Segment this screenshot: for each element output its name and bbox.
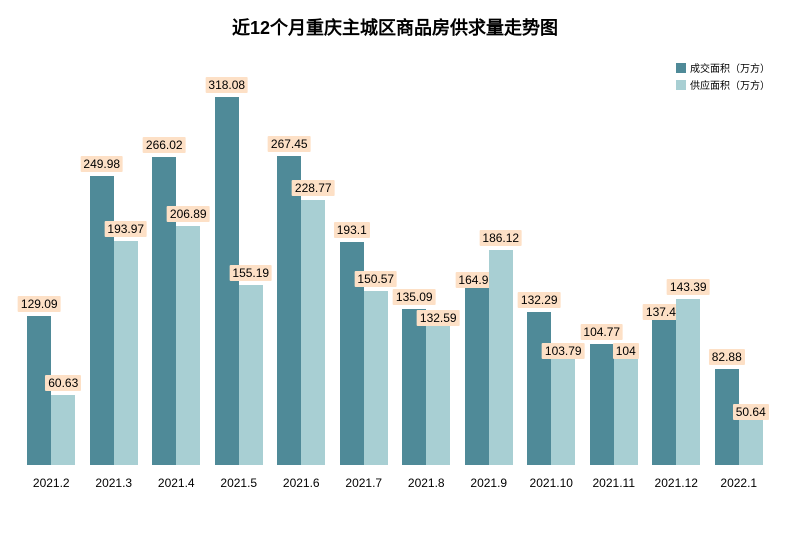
x-axis-label-5: 2021.7 (345, 476, 382, 490)
bar-series0-4 (277, 156, 301, 465)
x-axis-label-10: 2021.12 (655, 476, 698, 490)
bar-series1-6 (426, 312, 450, 465)
value-label-series0-8: 132.29 (518, 292, 561, 308)
value-label-series1-9: 104 (613, 343, 639, 359)
x-axis-label-9: 2021.11 (593, 476, 636, 490)
chart-container: 近12个月重庆主城区商品房供求量走势图 成交面积（万方） 供应面积（万方） 12… (0, 0, 790, 542)
x-axis-label-8: 2021.10 (530, 476, 573, 490)
bar-series0-7 (465, 274, 489, 465)
value-label-series0-3: 318.08 (205, 77, 248, 93)
value-label-series1-11: 50.64 (733, 404, 769, 420)
value-label-series0-5: 193.1 (334, 222, 370, 238)
value-label-series0-2: 266.02 (143, 137, 186, 153)
value-label-series0-11: 82.88 (709, 349, 745, 365)
value-label-series1-6: 132.59 (417, 310, 460, 326)
bar-series1-8 (551, 345, 575, 465)
value-label-series1-10: 143.39 (667, 279, 710, 295)
bar-series1-0 (51, 395, 75, 465)
value-label-series1-5: 150.57 (354, 271, 397, 287)
value-label-series0-0: 129.09 (18, 296, 61, 312)
bar-series1-1 (114, 241, 138, 465)
x-axis-label-6: 2021.8 (408, 476, 445, 490)
bar-series0-6 (402, 309, 426, 465)
bar-series0-1 (90, 176, 114, 465)
x-axis-label-1: 2021.3 (95, 476, 132, 490)
value-label-series1-1: 193.97 (104, 221, 147, 237)
value-label-series1-0: 60.63 (45, 375, 81, 391)
bar-series1-2 (176, 226, 200, 465)
value-label-series0-6: 135.09 (393, 289, 436, 305)
bar-series1-4 (301, 200, 325, 465)
bar-series0-8 (527, 312, 551, 465)
plot-area: 129.09 60.63 2021.2 249.98 193.97 2021.3 266.0… (20, 50, 770, 500)
x-axis-label-7: 2021.9 (470, 476, 507, 490)
bar-series1-3 (239, 285, 263, 465)
value-label-series0-9: 104.77 (580, 324, 623, 340)
x-axis-label-2: 2021.4 (158, 476, 195, 490)
value-label-series0-1: 249.98 (80, 156, 123, 172)
value-label-series1-3: 155.19 (229, 265, 272, 281)
value-label-series1-4: 228.77 (292, 180, 335, 196)
x-axis-label-3: 2021.5 (220, 476, 257, 490)
x-axis-label-4: 2021.6 (283, 476, 320, 490)
value-label-series1-8: 103.79 (542, 343, 585, 359)
bar-series0-9 (590, 344, 614, 465)
value-label-series1-2: 206.89 (167, 206, 210, 222)
value-label-series1-7: 186.12 (479, 230, 522, 246)
value-label-series0-4: 267.45 (268, 136, 311, 152)
chart-title: 近12个月重庆主城区商品房供求量走势图 (0, 14, 790, 40)
bar-series0-2 (152, 157, 176, 465)
bar-series0-10 (652, 306, 676, 465)
x-axis-label-0: 2021.2 (33, 476, 70, 490)
bar-series1-5 (364, 291, 388, 465)
bar-series1-9 (614, 345, 638, 465)
x-axis-label-11: 2022.1 (720, 476, 757, 490)
bar-series1-7 (489, 250, 513, 465)
bar-series1-10 (676, 299, 700, 465)
